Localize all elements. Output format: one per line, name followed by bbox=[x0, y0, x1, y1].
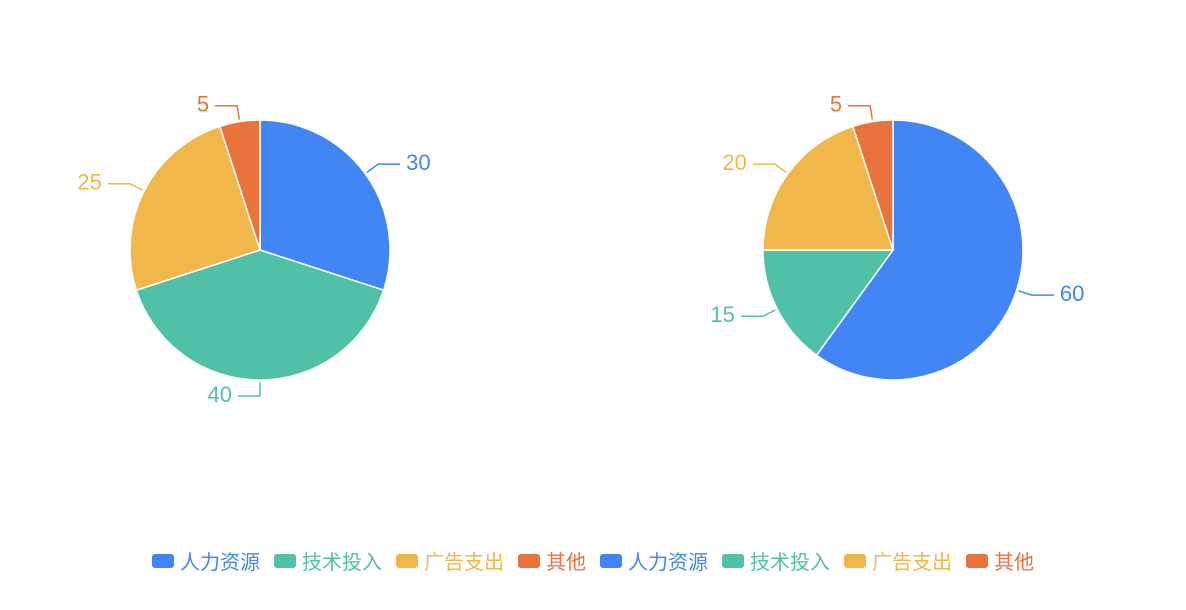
legend-item-2[interactable]: 广告支出 bbox=[396, 546, 504, 575]
legend-item-7[interactable]: 其他 bbox=[966, 546, 1034, 575]
pie-leader-人力资源 bbox=[367, 164, 400, 172]
pie-left-svg: 30 40 25 5 bbox=[0, 0, 593, 500]
pie-value-label-人力资源: 30 bbox=[406, 150, 430, 175]
pie-leader-技术投入 bbox=[238, 382, 260, 396]
pie-leader-其他 bbox=[848, 106, 872, 120]
legend-swatch-icon bbox=[966, 554, 988, 568]
pie-value-label-广告支出: 20 bbox=[722, 150, 746, 175]
pie-value-label-广告支出: 25 bbox=[77, 170, 101, 195]
pie-left-area: 30 40 25 5 bbox=[0, 0, 593, 500]
legend-label: 技术投入 bbox=[302, 546, 382, 575]
pie-leader-技术投入 bbox=[741, 310, 775, 316]
pie-leader-广告支出 bbox=[753, 164, 786, 172]
legend-swatch-icon bbox=[274, 554, 296, 568]
pie-leader-广告支出 bbox=[108, 184, 142, 190]
legend-item-4[interactable]: 人力资源 bbox=[600, 546, 708, 575]
pie-right-area: 60 15 20 5 bbox=[593, 0, 1186, 500]
legend-label: 技术投入 bbox=[750, 546, 830, 575]
legend-item-3[interactable]: 其他 bbox=[518, 546, 586, 575]
legend-label: 其他 bbox=[994, 546, 1034, 575]
legend-swatch-icon bbox=[396, 554, 418, 568]
legend-label: 广告支出 bbox=[424, 546, 504, 575]
pie-value-label-其他: 5 bbox=[197, 92, 209, 117]
legend-item-1[interactable]: 技术投入 bbox=[274, 546, 382, 575]
pie-leader-人力资源 bbox=[1019, 291, 1054, 295]
pie-value-label-其他: 5 bbox=[830, 92, 842, 117]
legend-label: 广告支出 bbox=[872, 546, 952, 575]
legend-label: 人力资源 bbox=[628, 546, 708, 575]
legend-swatch-icon bbox=[722, 554, 744, 568]
legend-item-0[interactable]: 人力资源 bbox=[152, 546, 260, 575]
legend-swatch-icon bbox=[518, 554, 540, 568]
pie-leader-其他 bbox=[215, 106, 239, 120]
legend-item-6[interactable]: 广告支出 bbox=[844, 546, 952, 575]
chart-container: 30 40 25 5 60 15 20 5 人力资源 技术投入 广告支出 其他 人力资源 技术投入 广告… bbox=[0, 0, 1186, 610]
legend-swatch-icon bbox=[152, 554, 174, 568]
pie-value-label-技术投入: 40 bbox=[208, 382, 232, 407]
pie-value-label-人力资源: 60 bbox=[1060, 281, 1084, 306]
pie-value-label-技术投入: 15 bbox=[710, 302, 734, 327]
legend: 人力资源 技术投入 广告支出 其他 人力资源 技术投入 广告支出 其他 bbox=[0, 546, 1186, 575]
legend-swatch-icon bbox=[844, 554, 866, 568]
legend-item-5[interactable]: 技术投入 bbox=[722, 546, 830, 575]
legend-label: 其他 bbox=[546, 546, 586, 575]
legend-swatch-icon bbox=[600, 554, 622, 568]
pie-right-svg: 60 15 20 5 bbox=[593, 0, 1186, 500]
legend-label: 人力资源 bbox=[180, 546, 260, 575]
